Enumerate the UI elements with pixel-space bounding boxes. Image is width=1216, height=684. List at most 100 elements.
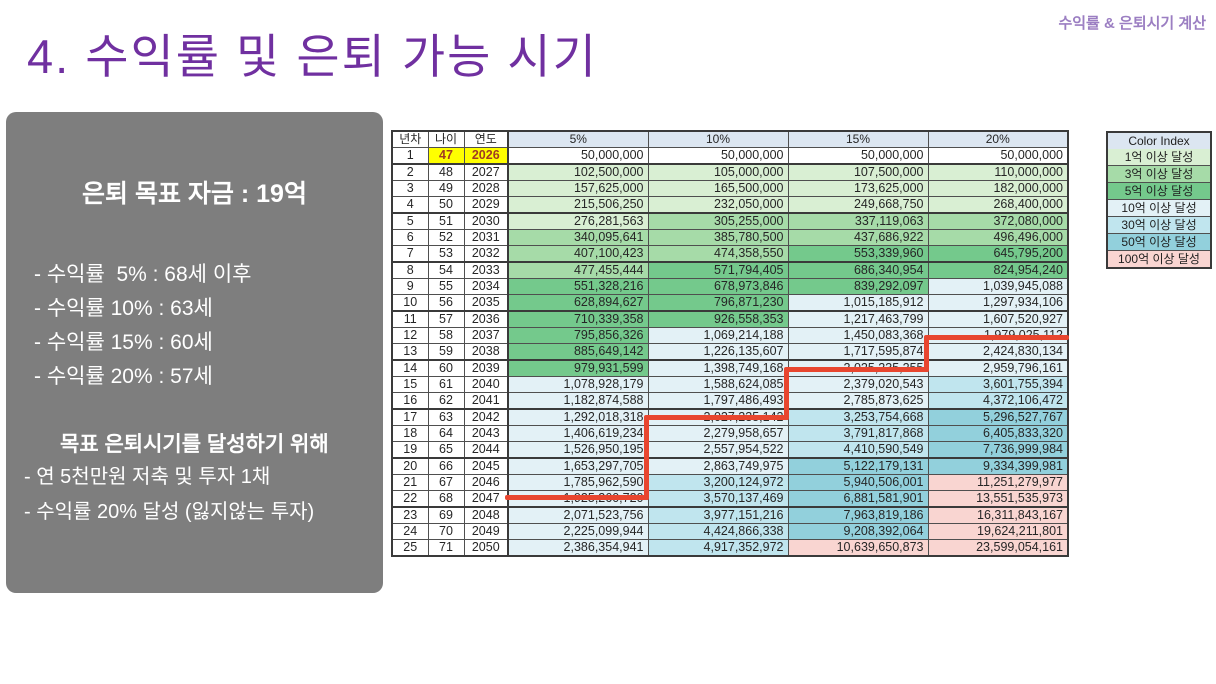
- year-index-cell: 3: [391, 180, 429, 197]
- amount-cell: 305,255,000: [647, 212, 789, 230]
- calendar-year-cell: 2047: [463, 490, 509, 508]
- calendar-year-cell: 2033: [463, 261, 509, 279]
- column-header: 년차: [391, 130, 429, 148]
- amount-cell: 3,570,137,469: [647, 490, 789, 508]
- age-cell: 62: [427, 392, 465, 410]
- year-index-cell: 4: [391, 196, 429, 214]
- amount-cell: 2,557,954,522: [647, 441, 789, 459]
- table-row: 2 48 2027 102,500,000 105,000,000 107,500,000…: [391, 163, 1069, 181]
- age-cell: 53: [427, 245, 465, 263]
- year-index-cell: 1: [391, 147, 429, 165]
- amount-cell: 182,000,000: [927, 180, 1069, 197]
- calendar-year-cell: 2036: [463, 310, 509, 328]
- amount-cell: 2,959,796,161: [927, 359, 1069, 377]
- table-row: 25 71 2050 2,386,354,941 4,917,352,972 10,639…: [391, 539, 1069, 557]
- amount-cell: 4,424,866,338: [647, 523, 789, 540]
- amount-cell: 249,668,750: [787, 196, 929, 214]
- amount-cell: 1,217,463,799: [787, 310, 929, 328]
- table-row: 11 57 2036 710,339,358 926,558,353 1,217,463,…: [391, 310, 1069, 328]
- calendar-year-cell: 2026: [463, 147, 509, 165]
- amount-cell: 628,894,627: [507, 294, 649, 312]
- amount-cell: 16,311,843,167: [927, 506, 1069, 524]
- amount-cell: 477,455,444: [507, 261, 649, 279]
- plan-item: - 연 5천만원 저축 및 투자 1채: [24, 466, 271, 488]
- amount-cell: 795,856,326: [507, 327, 649, 344]
- age-cell: 49: [427, 180, 465, 197]
- year-index-cell: 14: [391, 359, 429, 377]
- amount-cell: 1,078,928,179: [507, 376, 649, 393]
- legend-item: 50억 이상 달성: [1108, 233, 1210, 250]
- rate-summary-item: - 수익률 15% : 60세: [34, 331, 213, 354]
- plan-list: - 연 5천만원 저축 및 투자 1채 - 수익률 20% 달성 (잃지않는 투자…: [6, 460, 383, 530]
- amount-cell: 5,940,506,001: [787, 474, 929, 491]
- year-index-cell: 22: [391, 490, 429, 508]
- table-row: 19 65 2044 1,526,950,195 2,557,954,522 4,410,…: [391, 441, 1069, 459]
- year-index-cell: 11: [391, 310, 429, 328]
- amount-cell: 1,450,083,368: [787, 327, 929, 344]
- amount-cell: 1,717,595,874: [787, 343, 929, 361]
- target-threshold-line-segment: [644, 415, 649, 500]
- amount-cell: 645,795,200: [927, 245, 1069, 263]
- amount-cell: 407,100,423: [507, 245, 649, 263]
- amount-cell: 2,785,873,625: [787, 392, 929, 410]
- amount-cell: 5,122,179,131: [787, 457, 929, 475]
- amount-cell: 1,588,624,085: [647, 376, 789, 393]
- amount-cell: 6,881,581,901: [787, 490, 929, 508]
- amount-cell: 839,292,097: [787, 278, 929, 295]
- year-index-cell: 7: [391, 245, 429, 263]
- legend-item: 5억 이상 달성: [1108, 182, 1210, 199]
- table-row: 5 51 2030 276,281,563 305,255,000 337,119,063…: [391, 212, 1069, 230]
- table-row: 1 47 2026 50,000,000 50,000,000 50,000,000 50,…: [391, 147, 1069, 165]
- amount-cell: 2,424,830,134: [927, 343, 1069, 361]
- age-cell: 59: [427, 343, 465, 361]
- amount-cell: 4,372,106,472: [927, 392, 1069, 410]
- calendar-year-cell: 2027: [463, 163, 509, 181]
- amount-cell: 23,599,054,161: [927, 539, 1069, 557]
- rate-summary-list: - 수익률 5% : 68세 이후 - 수익률 10% : 63세 - 수익률 15…: [6, 258, 383, 394]
- amount-cell: 165,500,000: [647, 180, 789, 197]
- amount-cell: 686,340,954: [787, 261, 929, 279]
- age-cell: 70: [427, 523, 465, 540]
- amount-cell: 2,863,749,975: [647, 457, 789, 475]
- legend-item: 10억 이상 달성: [1108, 199, 1210, 216]
- target-threshold-line-segment: [505, 495, 649, 500]
- table-row: 14602039979,931,5991,398,749,1682,025,23…: [391, 359, 1069, 377]
- calendar-year-cell: 2035: [463, 294, 509, 312]
- column-header: 15%: [787, 130, 929, 148]
- amount-cell: 824,954,240: [927, 261, 1069, 279]
- amount-cell: 276,281,563: [507, 212, 649, 230]
- amount-cell: 268,400,000: [927, 196, 1069, 214]
- amount-cell: 571,794,405: [647, 261, 789, 279]
- age-cell: 66: [427, 457, 465, 475]
- amount-cell: 11,251,279,977: [927, 474, 1069, 491]
- amount-cell: 2,071,523,756: [507, 506, 649, 524]
- calendar-year-cell: 2038: [463, 343, 509, 361]
- amount-cell: 173,625,000: [787, 180, 929, 197]
- amount-cell: 50,000,000: [647, 147, 789, 165]
- calendar-year-cell: 2048: [463, 506, 509, 524]
- calendar-year-cell: 2040: [463, 376, 509, 393]
- page-title: 4. 수익률 및 은퇴 가능 시기: [27, 30, 598, 83]
- calendar-year-cell: 2032: [463, 245, 509, 263]
- calendar-year-cell: 2041: [463, 392, 509, 410]
- amount-cell: 1,226,135,607: [647, 343, 789, 361]
- amount-cell: 1,182,874,588: [507, 392, 649, 410]
- target-threshold-line-segment: [924, 335, 929, 372]
- year-index-cell: 2: [391, 163, 429, 181]
- amount-cell: 10,639,650,873: [787, 539, 929, 557]
- year-index-cell: 6: [391, 229, 429, 246]
- age-cell: 55: [427, 278, 465, 295]
- amount-cell: 385,780,500: [647, 229, 789, 246]
- calendar-year-cell: 2043: [463, 425, 509, 442]
- year-index-cell: 24: [391, 523, 429, 540]
- calendar-year-cell: 2042: [463, 408, 509, 426]
- amount-cell: 1,526,950,195: [507, 441, 649, 459]
- target-threshold-line-segment: [785, 367, 929, 372]
- amount-cell: 3,253,754,668: [787, 408, 929, 426]
- amount-cell: 553,339,960: [787, 245, 929, 263]
- age-cell: 64: [427, 425, 465, 442]
- amount-cell: 105,000,000: [647, 163, 789, 181]
- age-cell: 50: [427, 196, 465, 214]
- amount-cell: 551,328,216: [507, 278, 649, 295]
- amount-cell: 3,601,755,394: [927, 376, 1069, 393]
